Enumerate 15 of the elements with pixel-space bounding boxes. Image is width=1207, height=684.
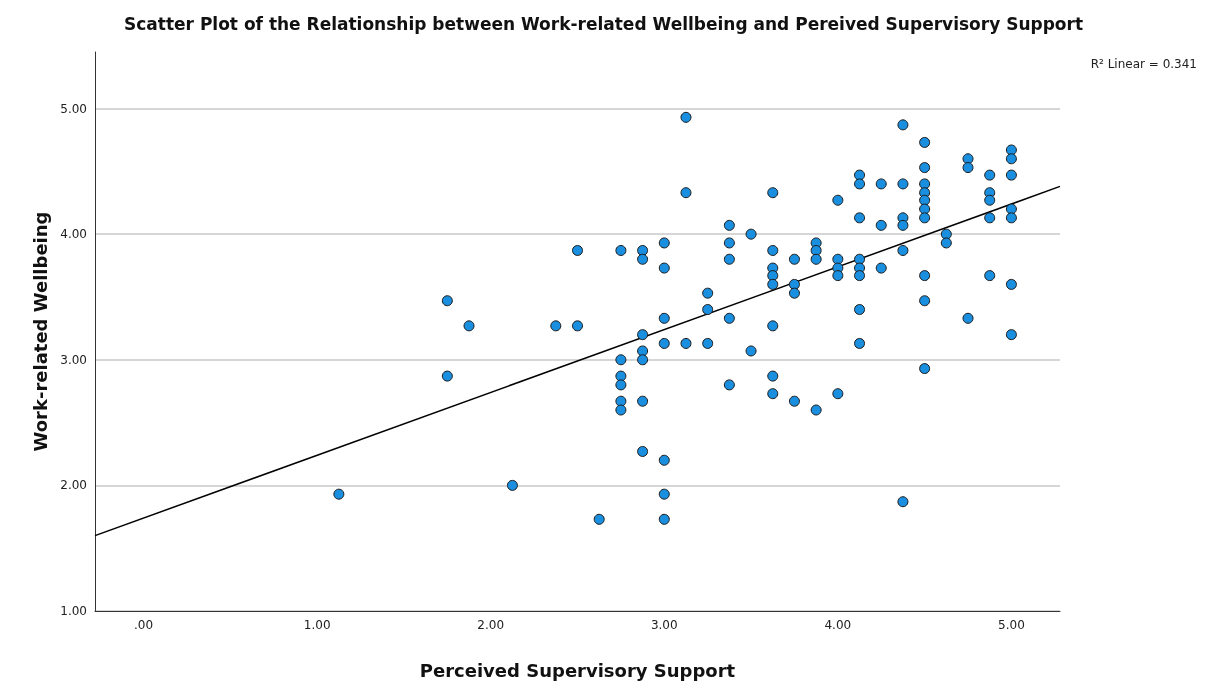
x-tick-label: 4.00 [824,618,852,632]
y-axis-title: Work-related Wellbeing [29,211,51,452]
y-tick-label: 4.00 [60,227,87,242]
x-tick-label: 1.00 [303,618,331,632]
y-tick-label: 5.00 [60,101,87,116]
text: R² Linear = 0.341 [1090,57,1197,71]
chart-title: Scatter Plot of the Relationship between Work-related Wellbeing and Pereived Supervisory Support [123,13,1084,34]
x-tick-label: .00 [134,618,154,632]
y-tick-label: 3.00 [60,352,87,367]
y-tick-label: 2.00 [60,478,87,493]
x-tick-label: 5.00 [998,618,1025,632]
y-tick-label: 1.00 [60,604,87,618]
x-tick-label: 3.00 [650,618,678,632]
x-axis-title: Perceived Supervisory Support [419,659,736,681]
x-tick-label: 2.00 [477,618,505,632]
